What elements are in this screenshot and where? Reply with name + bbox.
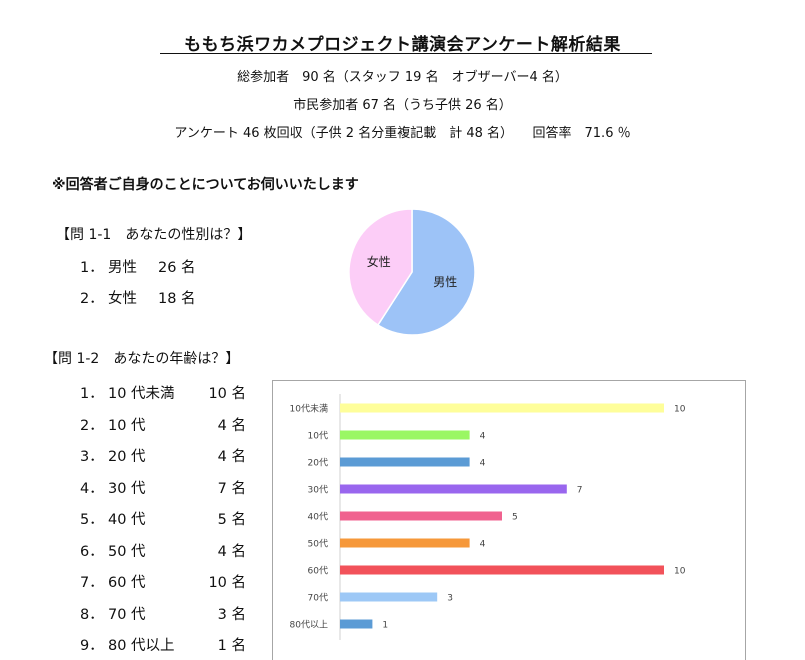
answer-number: 6． [80,543,104,560]
answer-count: 18 名 [158,291,196,307]
answer-row: 2． 女性 18 名 [80,287,196,308]
answer-number: 1． [80,386,104,402]
answer-count: 7 名 [217,480,246,497]
answer-label: 60 代 [108,575,146,591]
answer-row: 7． 60 代 10 名 [80,571,246,592]
answer-label: 20 代 [108,449,146,465]
bar-category-label: 80代以上 [290,620,328,631]
bar-category-label: 10代未満 [290,403,328,415]
bar-value-label: 10 [674,405,686,415]
answer-count: 3 名 [217,606,246,623]
answer-row: 2． 10 代 4 名 [80,414,246,435]
answer-count: 4 名 [217,543,246,560]
answer-label: 10 代 [108,417,146,434]
answer-row: 5． 40 代 5 名 [80,508,246,529]
bar-value-label: 5 [512,513,518,523]
bar-category-label: 20代 [308,458,328,469]
answer-row: 3． 20 代 4 名 [80,445,246,466]
bar-category-label: 30代 [308,485,328,496]
answer-number: 4． [80,480,104,497]
pie-slice-0 [376,208,476,336]
bar-8 [340,619,373,629]
bar-category-label: 70代 [308,593,328,604]
summary-total-participants: 総参加者 90 名（スタッフ 19 名 オブザーバー4 名） [237,70,568,85]
pie-label-0: 男性 [433,275,457,289]
bar-1 [340,430,470,440]
summary-response-rate: アンケート 46 枚回収（子供 2 名分重複記載 計 48 名） 回答率 71.… [174,126,631,141]
bar-3 [340,484,567,494]
answer-label: 男性 [108,260,137,276]
section-title: ※回答者ご自身のことについてお伺いいたします [52,177,359,193]
answer-number: 2． [80,417,104,434]
age-bar-chart-frame [272,380,746,660]
answer-number: 1． [80,260,104,276]
bar-value-label: 7 [577,486,583,496]
page-title: ももち浜ワカメプロジェクト講演会アンケート解析結果 [184,35,621,55]
bar-4 [340,511,502,521]
answer-number: 2． [80,291,104,307]
bar-7 [340,592,438,602]
question-1-1-heading: 【問 1-1 あなたの性別は？】 [56,227,252,243]
answer-count: 4 名 [217,417,246,434]
bar-category-label: 10代 [308,431,328,442]
answer-number: 8． [80,606,104,623]
answer-count: 10 名 [208,386,246,402]
answer-row: 8． 70 代 3 名 [80,603,246,624]
bar-category-label: 50代 [308,539,328,550]
bar-value-label: 4 [480,540,486,550]
age-bar-chart: 10代未満 10 10代 4 20代 4 30代 7 40代 5 50代 4 60代 10 70代 3 80代以… [290,394,686,640]
answer-number: 5． [80,512,104,528]
bar-2 [340,457,470,467]
answer-label: 30 代 [108,480,146,497]
question-1-2-heading: 【問 1-2 あなたの年齢は？】 [44,351,240,367]
answer-count: 5 名 [217,512,246,528]
answer-count: 10 名 [208,575,246,591]
bar-5 [340,538,470,548]
pie-slice-1 [348,208,413,327]
answer-row: 1． 10 代未満 10 名 [80,382,246,403]
summary-citizen-participants: 市民参加者 67 名（うち子供 26 名） [293,98,512,113]
answer-label: 女性 [108,291,137,307]
bar-category-label: 60代 [308,566,328,577]
answer-count: 4 名 [217,449,246,465]
answer-label: 40 代 [108,512,146,528]
bar-6 [340,565,664,575]
answer-number: 9． [80,638,104,654]
bar-value-label: 10 [674,567,686,577]
bar-0 [340,403,664,413]
title-underline [160,53,652,54]
answer-row: 4． 30 代 7 名 [80,477,246,498]
answer-label: 50 代 [108,543,146,560]
answer-label: 70 代 [108,606,146,623]
answer-row: 1． 男性 26 名 [80,256,196,277]
gender-pie-chart: 男性 女性 [348,208,476,336]
bar-value-label: 3 [447,594,453,604]
answer-row: 9． 80 代以上 1 名 [80,634,246,655]
answer-row: 6． 50 代 4 名 [80,540,246,561]
bar-value-label: 4 [480,432,486,442]
answer-number: 3． [80,449,104,465]
answer-label: 10 代未満 [108,386,175,402]
bar-value-label: 4 [480,459,486,469]
pie-label-1: 女性 [367,254,391,269]
answer-count: 26 名 [158,260,196,276]
bar-value-label: 1 [382,621,388,631]
answer-count: 1 名 [217,638,246,654]
bar-category-label: 40代 [308,512,328,523]
answer-number: 7． [80,575,104,591]
answer-label: 80 代以上 [108,638,175,654]
